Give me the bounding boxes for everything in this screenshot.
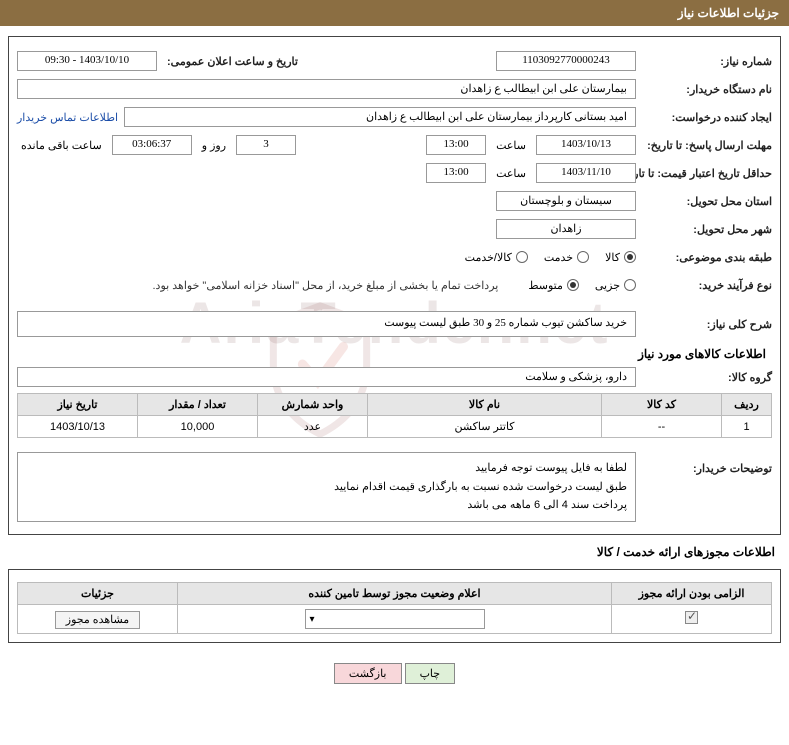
requester-value: امید بستانی کارپرداز بیمارستان علی ابن ا… <box>124 107 636 127</box>
process-label: نوع فرآیند خرید: <box>642 279 772 292</box>
th-row: ردیف <box>722 394 772 416</box>
time-remaining: 03:06:37 <box>112 135 192 155</box>
th-date: تاریخ نیاز <box>18 394 138 416</box>
mandatory-checkbox[interactable] <box>685 611 698 624</box>
deadline-label: مهلت ارسال پاسخ: تا تاریخ: <box>642 139 772 152</box>
province-label: استان محل تحویل: <box>642 195 772 208</box>
process-radio-group: جزیی متوسط <box>528 279 636 292</box>
th-details: جزئیات <box>18 583 178 605</box>
buyer-notes-box: لطفا به فایل پیوست توجه فرمایید طبق لیست… <box>17 452 636 522</box>
cell-row: 1 <box>722 416 772 438</box>
buyer-note-line: پرداخت سند 4 الی 6 ماهه می باشد <box>26 496 627 515</box>
status-select[interactable]: ▾ <box>305 609 485 629</box>
cell-unit: عدد <box>258 416 368 438</box>
announce-value: 1403/10/10 - 09:30 <box>17 51 157 71</box>
goods-info-title: اطلاعات کالاهای مورد نیاز <box>23 347 766 361</box>
hour-label-1: ساعت <box>492 139 530 152</box>
radio-goods-service-label: کالا/خدمت <box>465 251 512 264</box>
validity-label: حداقل تاریخ اعتبار قیمت: تا تاریخ: <box>642 167 772 180</box>
main-panel: شماره نیاز: 1103092770000243 تاریخ و ساع… <box>8 36 781 535</box>
radio-goods[interactable]: کالا <box>605 251 636 264</box>
cell-code: -- <box>602 416 722 438</box>
days-remaining: 3 <box>236 135 296 155</box>
cell-details: مشاهده مجوز <box>18 605 178 634</box>
need-no-value: 1103092770000243 <box>496 51 636 71</box>
radio-medium[interactable]: متوسط <box>528 279 579 292</box>
radio-goods-service[interactable]: کالا/خدمت <box>465 251 528 264</box>
category-label: طبقه بندی موضوعی: <box>642 251 772 264</box>
validity-date: 1403/11/10 <box>536 163 636 183</box>
radio-goods-label: کالا <box>605 251 620 264</box>
print-button[interactable]: چاپ <box>405 663 456 684</box>
radio-icon <box>516 251 528 263</box>
deadline-date: 1403/10/13 <box>536 135 636 155</box>
process-note: پرداخت تمام یا بخشی از مبلغ خرید، از محل… <box>153 279 499 292</box>
license-panel: الزامی بودن ارائه مجوز اعلام وضعیت مجوز … <box>8 569 781 643</box>
th-unit: واحد شمارش <box>258 394 368 416</box>
radio-icon <box>624 251 636 263</box>
buyer-note-line: طبق لیست درخواست شده نسبت به بارگذاری قی… <box>26 478 627 497</box>
city-label: شهر محل تحویل: <box>642 223 772 236</box>
hour-label-2: ساعت <box>492 167 530 180</box>
back-button[interactable]: بازگشت <box>334 663 402 684</box>
goods-group-label: گروه کالا: <box>642 371 772 384</box>
buyer-notes-label: توضیحات خریدار: <box>642 446 772 475</box>
radio-medium-label: متوسط <box>528 279 563 292</box>
buyer-org-label: نام دستگاه خریدار: <box>642 83 772 96</box>
radio-service[interactable]: خدمت <box>544 251 589 264</box>
th-name: نام کالا <box>368 394 602 416</box>
radio-icon <box>624 279 636 291</box>
license-row: ▾ مشاهده مجوز <box>18 605 772 634</box>
goods-group-value: دارو، پزشکی و سلامت <box>17 367 636 387</box>
contact-link[interactable]: اطلاعات تماس خریدار <box>17 111 118 124</box>
cell-qty: 10,000 <box>138 416 258 438</box>
days-and-label: روز و <box>198 139 230 152</box>
cell-date: 1403/10/13 <box>18 416 138 438</box>
summary-value: خرید ساکشن تیوب شماره 25 و 30 طبق لیست پ… <box>17 311 636 337</box>
th-qty: تعداد / مقدار <box>138 394 258 416</box>
page-title-bar: جزئیات اطلاعات نیاز <box>0 0 789 26</box>
view-license-button[interactable]: مشاهده مجوز <box>55 611 140 629</box>
buyer-note-line: لطفا به فایل پیوست توجه فرمایید <box>26 459 627 478</box>
radio-icon <box>577 251 589 263</box>
page-title: جزئیات اطلاعات نیاز <box>678 6 779 20</box>
radio-minor-label: جزیی <box>595 279 620 292</box>
th-mandatory: الزامی بودن ارائه مجوز <box>612 583 772 605</box>
table-row: 1 -- کاتتر ساکشن عدد 10,000 1403/10/13 <box>18 416 772 438</box>
announce-label: تاریخ و ساعت اعلان عمومی: <box>163 55 298 68</box>
cell-name: کاتتر ساکشن <box>368 416 602 438</box>
buyer-org-value: بیمارستان علی ابن ابیطالب ع زاهدان <box>17 79 636 99</box>
province-value: سیستان و بلوچستان <box>496 191 636 211</box>
action-buttons: چاپ بازگشت <box>0 653 789 700</box>
need-no-label: شماره نیاز: <box>642 55 772 68</box>
cell-mandatory <box>612 605 772 634</box>
deadline-hour: 13:00 <box>426 135 486 155</box>
radio-icon <box>567 279 579 291</box>
chevron-down-icon: ▾ <box>310 614 315 625</box>
cell-status: ▾ <box>178 605 612 634</box>
city-value: زاهدان <box>496 219 636 239</box>
requester-label: ایجاد کننده درخواست: <box>642 111 772 124</box>
license-table: الزامی بودن ارائه مجوز اعلام وضعیت مجوز … <box>17 582 772 634</box>
items-table: ردیف کد کالا نام کالا واحد شمارش تعداد /… <box>17 393 772 438</box>
time-remaining-label: ساعت باقی مانده <box>17 139 106 152</box>
category-radio-group: کالا خدمت کالا/خدمت <box>465 251 636 264</box>
summary-label: شرح کلی نیاز: <box>642 318 772 331</box>
th-code: کد کالا <box>602 394 722 416</box>
radio-minor[interactable]: جزیی <box>595 279 636 292</box>
validity-hour: 13:00 <box>426 163 486 183</box>
radio-service-label: خدمت <box>544 251 573 264</box>
license-section-title: اطلاعات مجوزهای ارائه خدمت / کالا <box>6 545 775 559</box>
th-status: اعلام وضعیت مجوز توسط تامین کننده <box>178 583 612 605</box>
